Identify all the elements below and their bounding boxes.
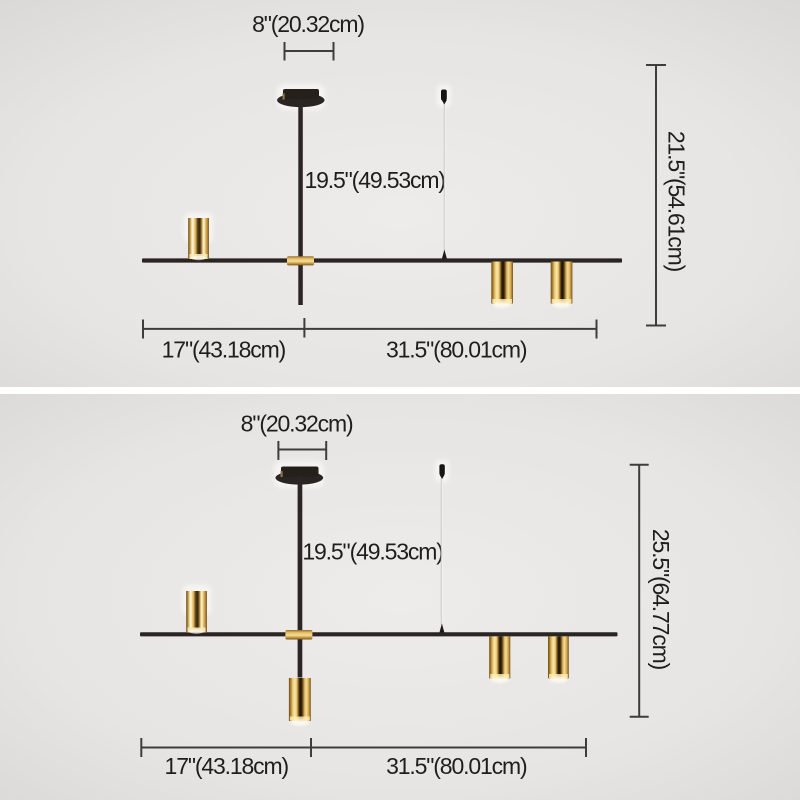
svg-text:19.5"(49.53cm): 19.5"(49.53cm)	[302, 538, 443, 564]
svg-text:17"(43.18cm): 17"(43.18cm)	[162, 337, 286, 363]
svg-text:21.5"(54.61cm): 21.5"(54.61cm)	[664, 131, 690, 272]
svg-text:17"(43.18cm): 17"(43.18cm)	[165, 753, 289, 779]
svg-text:31.5"(80.01cm): 31.5"(80.01cm)	[386, 753, 527, 779]
svg-text:25.5"(64.77cm): 25.5"(64.77cm)	[648, 529, 674, 670]
svg-text:31.5"(80.01cm): 31.5"(80.01cm)	[386, 337, 527, 363]
svg-text:8"(20.32cm): 8"(20.32cm)	[241, 410, 353, 436]
svg-text:8"(20.32cm): 8"(20.32cm)	[252, 11, 364, 37]
svg-text:19.5"(49.53cm): 19.5"(49.53cm)	[305, 167, 446, 193]
